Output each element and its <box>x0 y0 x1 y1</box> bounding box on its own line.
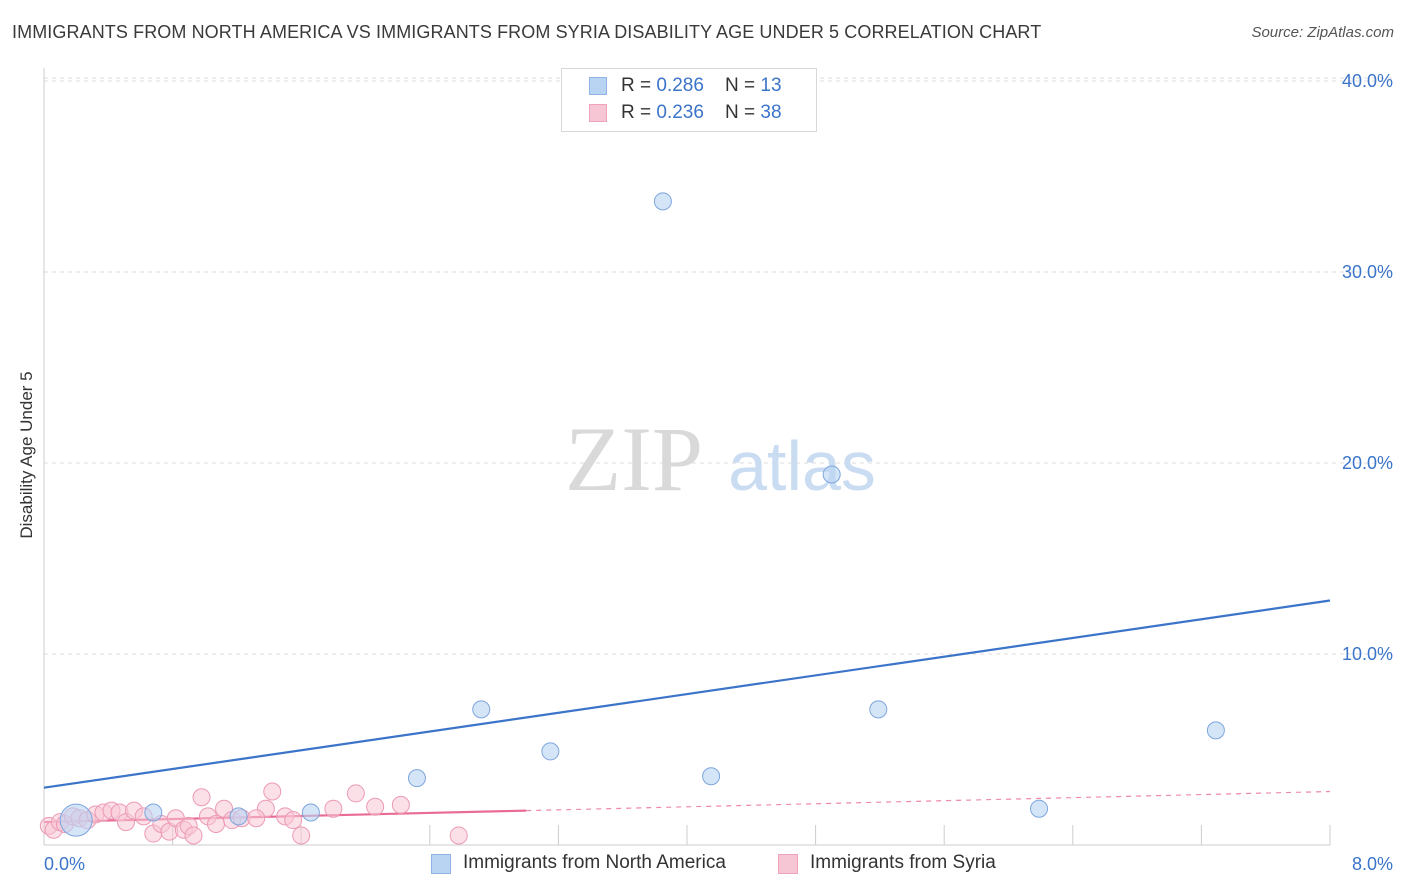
series-swatch-pink <box>778 854 798 874</box>
trend-lines <box>43 599 1331 824</box>
legend-swatch-pink <box>589 104 607 122</box>
legend-r-label: R = <box>621 75 657 96</box>
legend-n-value: 13 <box>760 75 782 96</box>
point-syria <box>184 826 203 845</box>
point-north-america <box>301 803 320 822</box>
tick-labels: 10.0% 20.0% 30.0% 40.0% 0.0% 8.0% <box>44 71 1393 874</box>
watermark: ZIP atlas <box>565 408 876 510</box>
x-tick-label-max: 8.0% <box>1352 854 1393 874</box>
point-syria <box>247 809 266 828</box>
point-north-america <box>1030 799 1049 818</box>
point-syria <box>324 799 343 818</box>
trend-line-syria-projection <box>526 790 1331 812</box>
series-label-syria: Immigrants from Syria <box>810 852 996 873</box>
grid-lines <box>44 77 1392 655</box>
legend-r-value: 0.286 <box>656 75 704 96</box>
x-tick-label-min: 0.0% <box>44 854 85 874</box>
correlation-legend: R = 0.286 N = 13 R = 0.236 N = 38 <box>561 68 817 132</box>
y-axis-label: Disability Age Under 5 <box>17 371 36 539</box>
point-syria <box>284 811 303 830</box>
series-label-north-america: Immigrants from North America <box>463 852 726 873</box>
point-north-america <box>822 465 841 484</box>
y-tick-label: 20.0% <box>1342 453 1393 473</box>
point-north-america <box>653 192 672 211</box>
point-north-america <box>1206 721 1225 740</box>
point-syria <box>292 826 311 845</box>
point-north-america <box>59 803 93 837</box>
point-syria <box>449 826 468 845</box>
legend-n-value: 38 <box>760 102 782 123</box>
point-syria <box>391 795 410 814</box>
point-syria <box>263 782 282 801</box>
legend-r-value: 0.236 <box>656 102 704 123</box>
legend-n-label: N = <box>725 102 761 123</box>
y-tick-label: 40.0% <box>1342 71 1393 91</box>
point-north-america <box>144 803 163 822</box>
point-north-america <box>541 742 560 761</box>
legend-n-label: N = <box>725 75 761 96</box>
chart-title: IMMIGRANTS FROM NORTH AMERICA VS IMMIGRA… <box>12 22 1042 42</box>
watermark-zip: ZIP <box>565 408 703 510</box>
point-north-america <box>229 807 248 826</box>
source-credit: Source: ZipAtlas.com <box>1251 24 1394 41</box>
point-syria <box>366 797 385 816</box>
point-syria <box>192 788 211 807</box>
series-swatch-blue <box>431 854 451 874</box>
point-north-america <box>869 700 888 719</box>
point-syria <box>207 814 226 833</box>
legend-swatch-blue <box>589 77 607 95</box>
point-syria <box>346 784 365 803</box>
watermark-atlas: atlas <box>728 427 876 505</box>
point-north-america <box>407 769 426 788</box>
point-north-america <box>472 700 491 719</box>
legend-r-label: R = <box>621 102 657 123</box>
data-points <box>39 192 1225 845</box>
y-tick-label: 10.0% <box>1342 644 1393 664</box>
trend-line-north-america <box>43 599 1331 789</box>
y-tick-label: 30.0% <box>1342 262 1393 282</box>
point-north-america <box>702 767 721 786</box>
